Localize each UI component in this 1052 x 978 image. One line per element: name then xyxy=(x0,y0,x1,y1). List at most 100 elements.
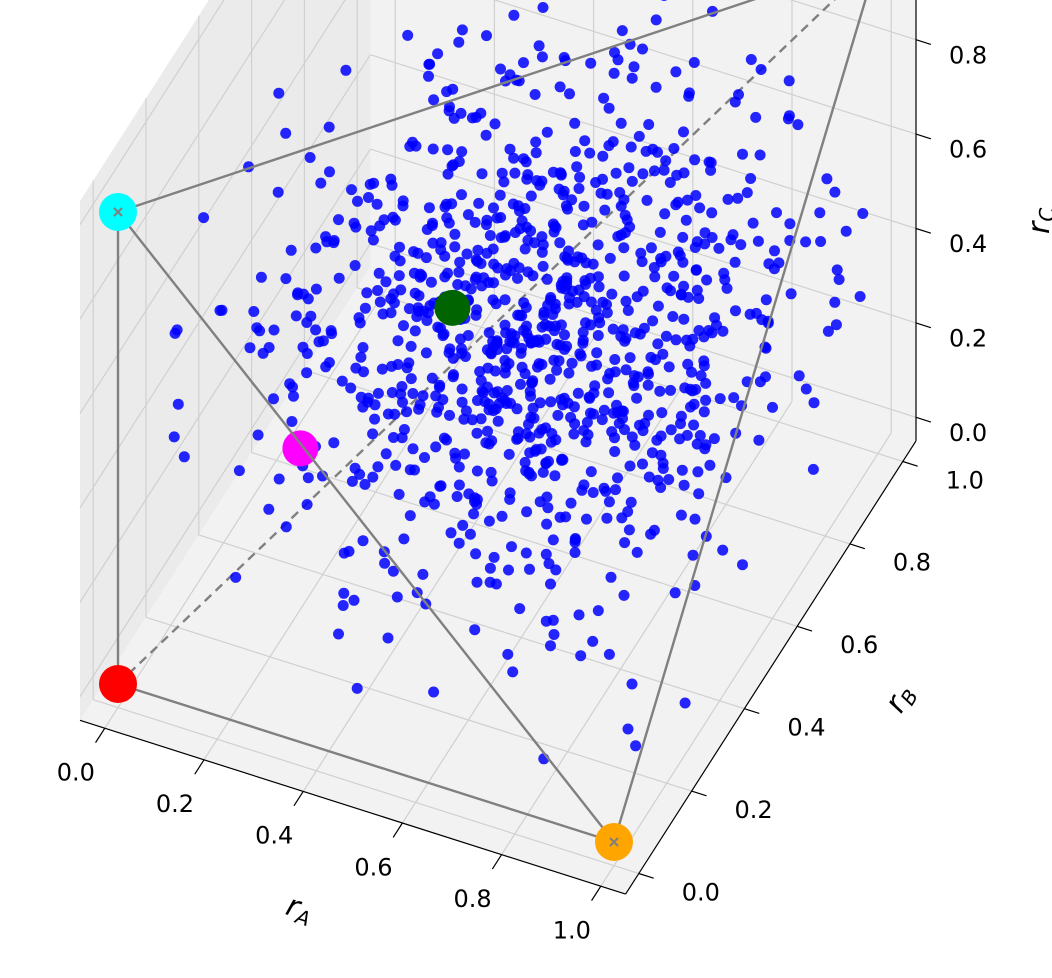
data-point xyxy=(405,340,417,352)
data-point xyxy=(652,474,664,486)
y-tick xyxy=(638,872,654,879)
data-point xyxy=(324,166,335,178)
data-point xyxy=(420,347,432,359)
data-point xyxy=(626,72,638,84)
data-point xyxy=(412,247,424,259)
data-point xyxy=(815,236,827,247)
data-point xyxy=(475,413,487,425)
data-point xyxy=(388,288,400,300)
data-point xyxy=(449,447,461,459)
data-point xyxy=(547,309,559,320)
data-point xyxy=(565,497,577,509)
data-point xyxy=(530,147,542,159)
data-point xyxy=(624,460,636,472)
data-point xyxy=(677,231,689,243)
data-point xyxy=(439,250,451,262)
data-point xyxy=(616,405,628,417)
data-point xyxy=(447,352,459,364)
data-point xyxy=(699,443,711,455)
data-point xyxy=(536,359,548,370)
data-point xyxy=(481,344,493,356)
data-point xyxy=(569,547,581,558)
data-point xyxy=(367,471,379,483)
data-point xyxy=(585,407,596,419)
data-point xyxy=(590,304,602,316)
data-point xyxy=(833,274,845,285)
data-point xyxy=(564,88,575,100)
data-point xyxy=(681,334,693,346)
data-point xyxy=(538,306,550,318)
data-point xyxy=(604,368,616,379)
data-point xyxy=(483,327,495,339)
data-point xyxy=(577,219,589,231)
special-point xyxy=(434,289,471,326)
data-point xyxy=(456,189,467,201)
data-point xyxy=(663,361,675,373)
gridline-z-left xyxy=(79,0,286,320)
z-tick-label: 0.8 xyxy=(949,41,987,69)
data-point xyxy=(516,310,528,322)
data-point xyxy=(623,162,635,174)
y-tick-label: 1.0 xyxy=(946,466,984,494)
gridline-x-floor xyxy=(600,432,892,887)
z-tick-label: 0.2 xyxy=(949,325,987,353)
data-point xyxy=(573,183,585,194)
data-point xyxy=(609,47,620,58)
data-point xyxy=(484,230,496,241)
data-point xyxy=(628,380,640,392)
data-point xyxy=(612,472,623,484)
data-point xyxy=(598,92,610,104)
gridline-y-floor xyxy=(198,534,745,710)
data-point xyxy=(522,234,534,246)
data-point xyxy=(814,207,826,219)
data-point xyxy=(501,398,512,409)
data-point xyxy=(607,323,619,335)
data-point xyxy=(535,443,547,455)
data-point xyxy=(403,303,415,315)
data-point xyxy=(647,315,659,327)
data-point xyxy=(524,563,535,575)
data-point xyxy=(558,392,570,404)
data-point xyxy=(584,392,596,404)
data-point xyxy=(678,167,690,179)
data-point xyxy=(501,385,513,396)
data-point xyxy=(676,464,688,476)
data-point xyxy=(620,295,632,307)
data-point xyxy=(613,417,625,429)
data-point xyxy=(654,226,666,238)
data-point xyxy=(442,144,454,156)
data-point xyxy=(800,383,812,395)
data-point xyxy=(351,682,363,694)
data-point xyxy=(340,64,352,76)
data-point xyxy=(355,351,367,363)
data-point xyxy=(378,214,390,226)
data-point xyxy=(741,187,753,199)
edge-orange-cyan xyxy=(117,211,615,843)
data-point xyxy=(511,403,523,415)
data-point xyxy=(413,403,425,415)
data-point xyxy=(675,289,687,301)
data-point xyxy=(737,559,748,571)
data-point xyxy=(520,156,532,168)
data-point xyxy=(301,367,313,379)
data-point xyxy=(555,319,567,331)
data-point xyxy=(603,496,615,508)
data-point xyxy=(626,175,638,187)
data-point xyxy=(652,338,664,350)
data-point xyxy=(678,280,690,292)
data-point xyxy=(559,251,571,263)
y-tick xyxy=(744,708,760,715)
z-tick-label: 0.0 xyxy=(949,419,987,447)
data-point xyxy=(481,30,492,42)
data-point xyxy=(574,348,586,360)
data-point xyxy=(453,537,465,549)
data-point xyxy=(439,271,451,283)
data-point xyxy=(525,337,537,349)
data-point xyxy=(496,510,508,522)
gridline-y-floor xyxy=(251,451,798,627)
data-point xyxy=(459,448,470,460)
data-point xyxy=(464,528,476,540)
data-point xyxy=(829,296,841,308)
data-point xyxy=(655,430,667,442)
data-point xyxy=(525,190,537,202)
